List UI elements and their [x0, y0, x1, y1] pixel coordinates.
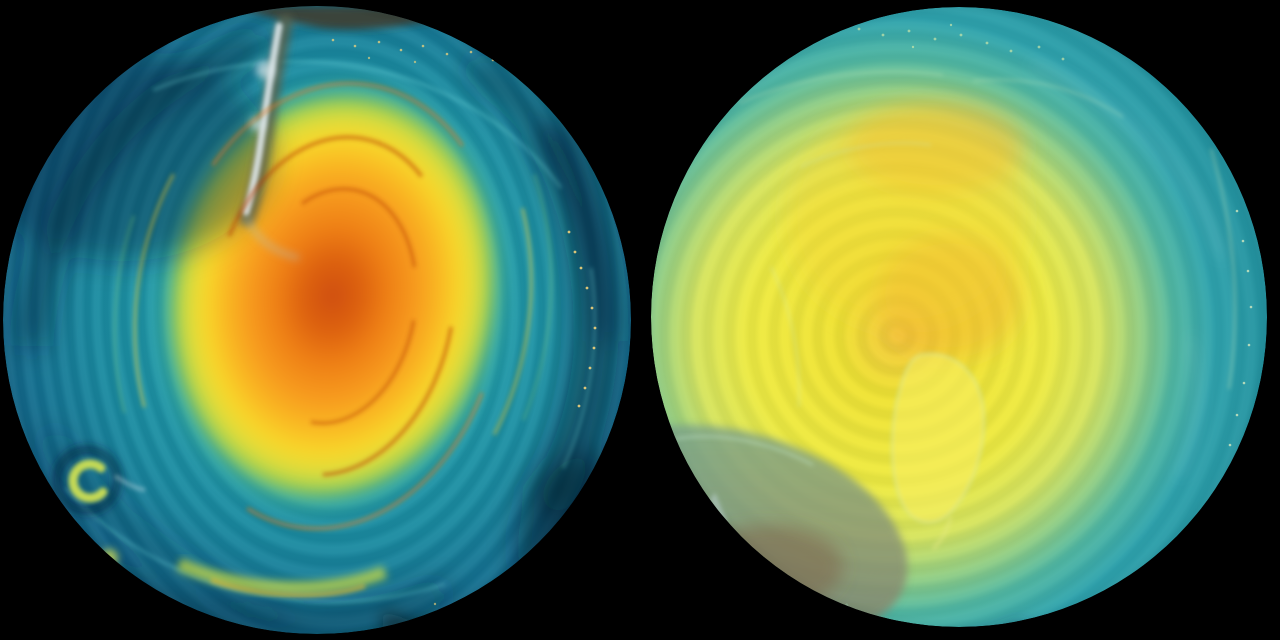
bottom-ocean [734, 603, 1025, 627]
night-land-patch [383, 606, 565, 634]
right-globe-limb-vignette [651, 7, 1267, 627]
left-globe-south-polar-vortex [3, 6, 631, 634]
left-globe-limb-vignette [3, 6, 631, 634]
right-globe-north-polar-view [651, 7, 1267, 627]
